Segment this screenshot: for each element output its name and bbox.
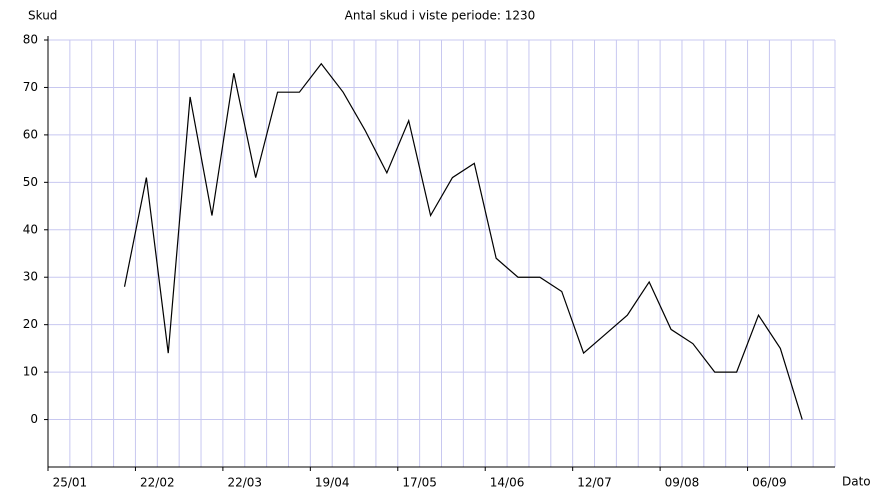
x-tick-label: 25/01 [53, 476, 88, 490]
x-tick-label: 22/03 [227, 476, 262, 490]
y-axis-label: Skud [28, 9, 57, 23]
x-tick-label: 17/05 [402, 476, 437, 490]
x-tick-label: 12/07 [577, 476, 612, 490]
y-tick-label: 70 [23, 80, 38, 94]
y-tick-label: 10 [23, 365, 38, 379]
y-tick-label: 0 [30, 412, 38, 426]
chart-title: Antal skud i viste periode: 1230 [345, 9, 536, 23]
y-tick-label: 20 [23, 317, 38, 331]
y-tick-label: 80 [23, 33, 38, 47]
x-tick-label: 06/09 [752, 476, 787, 490]
y-tick-label: 40 [23, 222, 38, 236]
y-tick-label: 50 [23, 175, 38, 189]
x-tick-label: 09/08 [665, 476, 700, 490]
y-tick-label: 60 [23, 127, 38, 141]
x-tick-label: 19/04 [315, 476, 350, 490]
line-series [123, 62, 803, 420]
x-tick-label: 22/02 [140, 476, 175, 490]
y-tick-label: 30 [23, 270, 38, 284]
x-tick-label: 14/06 [490, 476, 525, 490]
x-axis-label: Dato [842, 475, 871, 489]
